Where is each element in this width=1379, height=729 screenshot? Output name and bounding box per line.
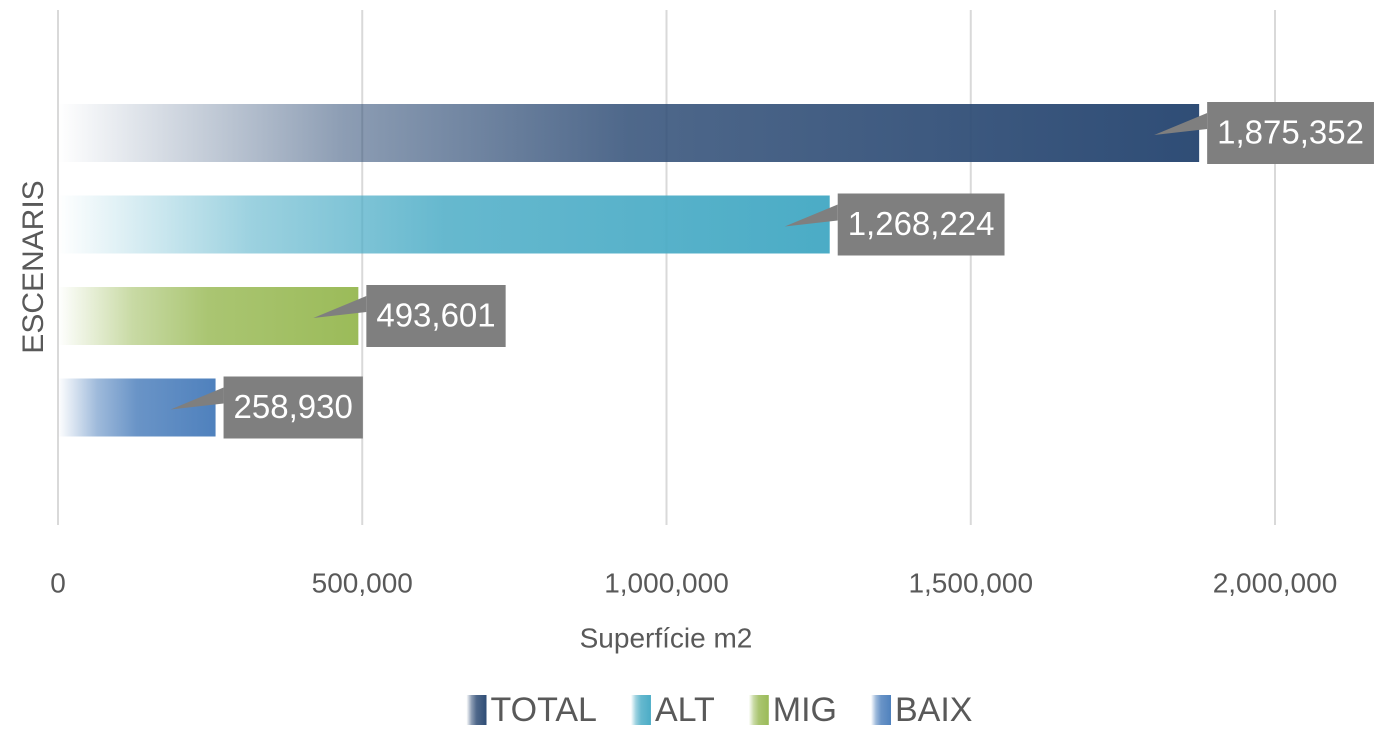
legend-swatch — [630, 695, 651, 725]
x-tick-label: 1,000,000 — [604, 567, 729, 598]
bar — [58, 378, 216, 437]
legend-label: ALT — [655, 691, 715, 729]
x-axis-title: Superfície m2 — [580, 622, 753, 653]
data-label: 493,601 — [313, 285, 506, 347]
x-tick-label: 1,500,000 — [908, 567, 1033, 598]
data-label-box — [1207, 102, 1374, 164]
data-label-pointer — [1154, 113, 1208, 135]
data-label-text: 258,930 — [234, 388, 353, 425]
data-label-pointer — [170, 387, 224, 410]
legend-label: TOTAL — [491, 691, 597, 729]
data-label-pointer — [313, 296, 367, 318]
data-label-pointer — [784, 204, 838, 227]
bar — [58, 287, 359, 345]
data-label-text: 1,875,352 — [1217, 114, 1364, 151]
bar — [58, 195, 830, 254]
data-label-box — [837, 193, 1005, 256]
y-axis-title: ESCENARIS — [17, 180, 50, 353]
x-tick-label: 0 — [50, 567, 66, 598]
data-label-text: 493,601 — [376, 297, 495, 334]
data-label: 258,930 — [170, 376, 363, 439]
legend-swatch — [871, 695, 892, 725]
legend-label: BAIX — [895, 691, 972, 729]
x-tick-label: 2,000,000 — [1213, 567, 1338, 598]
legend-label: MIG — [773, 691, 837, 729]
legend: TOTAL ALT MIG BAIX — [466, 691, 972, 729]
legend-swatch — [748, 695, 769, 725]
data-label-box — [223, 376, 363, 439]
x-tick-label: 500,000 — [312, 567, 413, 598]
legend-swatch — [466, 695, 487, 725]
data-label: 1,875,352 — [1154, 102, 1374, 164]
data-label-box — [366, 285, 506, 347]
data-label: 1,268,224 — [784, 193, 1005, 256]
bar — [58, 104, 1200, 162]
data-label-text: 1,268,224 — [848, 205, 995, 242]
